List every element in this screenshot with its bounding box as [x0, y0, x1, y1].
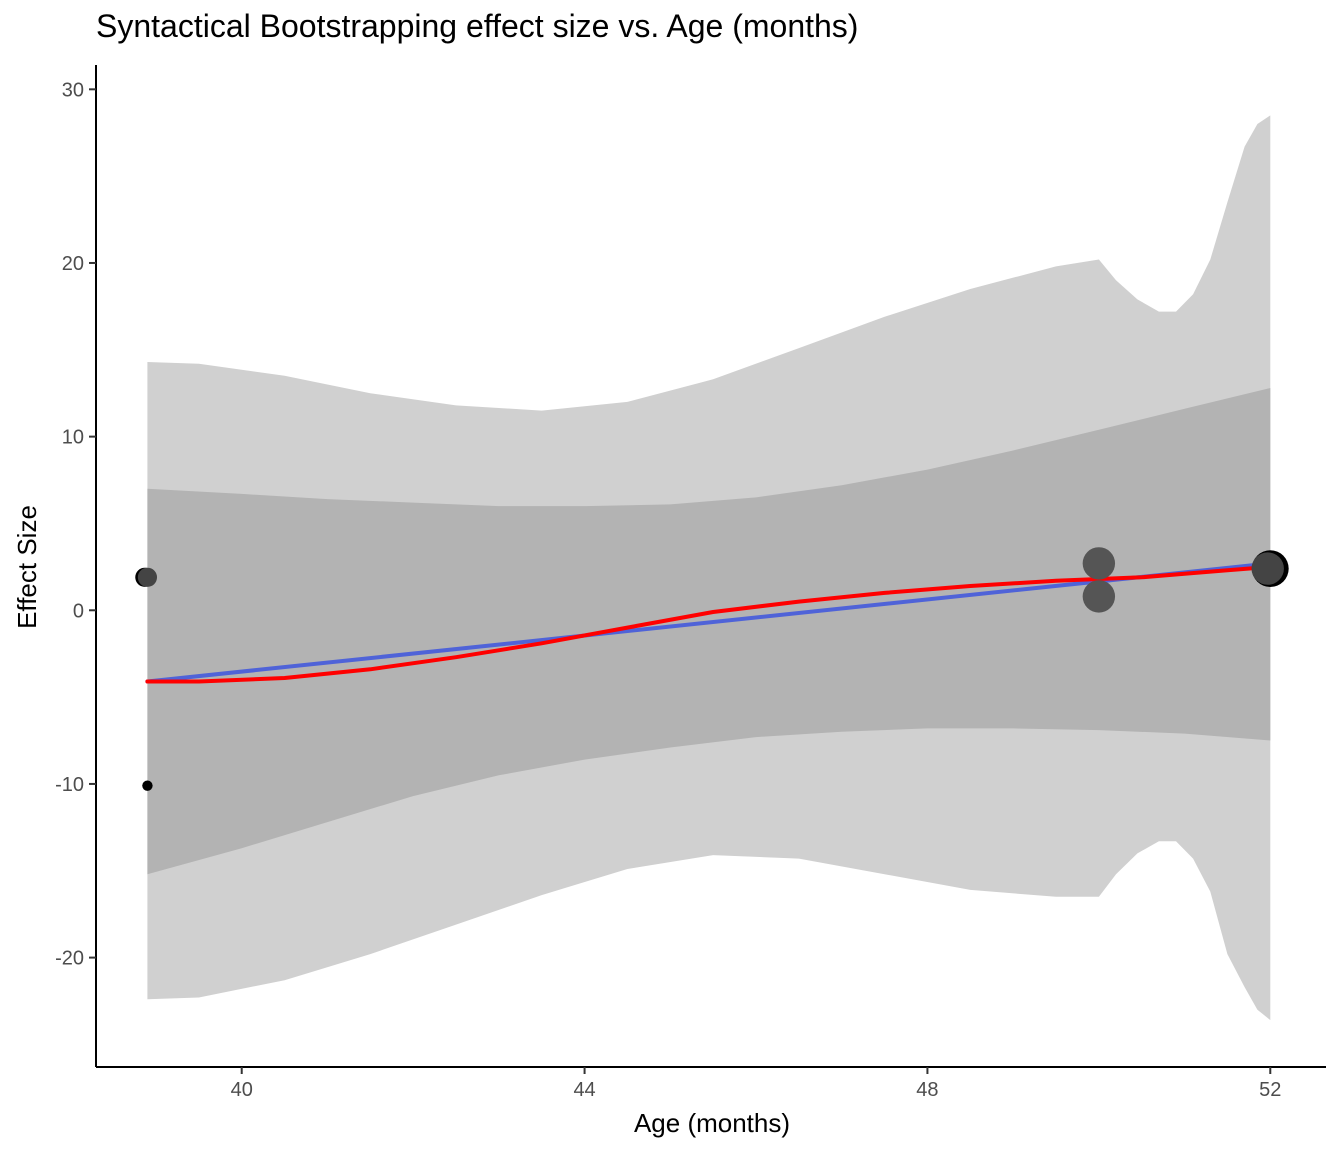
y-tick-label: 0: [73, 600, 84, 622]
inner-band: [147, 388, 1271, 875]
data-points: [135, 547, 1289, 791]
x-tick-label: 40: [231, 1079, 253, 1101]
y-tick-label: -20: [55, 948, 84, 970]
linear-fit-line: [145, 561, 1273, 684]
curve-fit-line: [145, 564, 1273, 684]
chart-title: Syntactical Bootstrapping effect size vs…: [96, 8, 859, 44]
x-tick-label: 52: [1259, 1079, 1281, 1101]
x-tick-label: 48: [916, 1079, 938, 1101]
y-tick-label: 10: [62, 427, 84, 449]
data-point: [1251, 552, 1284, 585]
data-point: [1082, 547, 1116, 580]
data-point: [137, 567, 158, 587]
y-tick-label: -10: [55, 774, 84, 796]
axes: [95, 65, 1326, 1068]
data-point: [142, 780, 153, 791]
data-point: [1082, 580, 1116, 613]
x-tick-label: 44: [573, 1079, 595, 1101]
fit-lines: [145, 561, 1273, 684]
x-axis-title: Age (months): [634, 1108, 790, 1138]
y-axis-title: Effect Size: [12, 505, 42, 629]
y-tick-label: 30: [62, 79, 84, 101]
axis-ticks: 40 44 48 52 -20 -10 0 10 20 30: [55, 79, 1281, 1101]
confidence-bands: [147, 115, 1271, 1021]
y-tick-label: 20: [62, 253, 84, 275]
